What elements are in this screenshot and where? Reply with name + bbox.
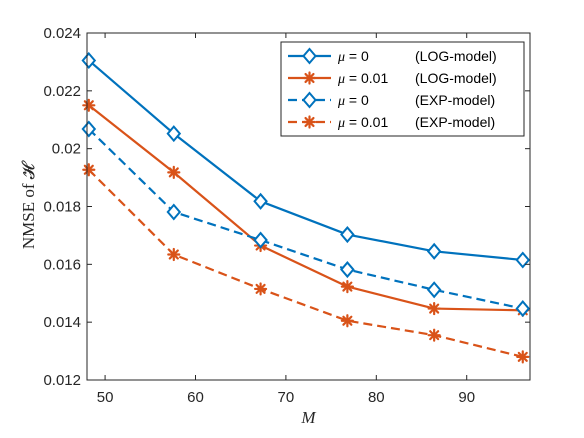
legend-entry: μ = 0 (LOG-model) — [288, 47, 497, 65]
series-3 — [81, 120, 531, 318]
legend-marker — [302, 115, 317, 129]
series-line — [88, 168, 524, 358]
legend-label: μ = 0.01 — [337, 114, 388, 131]
y-tick-label: 0.024 — [43, 25, 81, 42]
asterisk-stroke — [429, 303, 440, 314]
x-axis-title: M — [300, 408, 316, 427]
asterisk-stroke — [255, 283, 266, 294]
data-point — [515, 300, 531, 318]
legend-model: (EXP-model) — [415, 92, 495, 108]
data-point — [427, 328, 441, 342]
asterisk-stroke — [83, 100, 94, 111]
data-point — [81, 120, 97, 138]
series-4 — [82, 163, 530, 364]
plot-area — [81, 51, 531, 364]
y-tick-label: 0.02 — [52, 141, 81, 158]
asterisk-stroke — [517, 351, 528, 362]
asterisk-stroke — [168, 167, 179, 178]
data-point — [426, 242, 442, 260]
asterisk-stroke — [304, 116, 315, 128]
legend-entry: μ = 0 (EXP-model) — [288, 91, 495, 109]
data-point — [515, 251, 531, 269]
legend: μ = 0 (LOG-model)μ = 0.01 (LOG-model)μ = 0… — [280, 41, 525, 137]
data-point — [516, 350, 530, 364]
y-tick-label: 0.018 — [43, 199, 81, 216]
series-line — [88, 59, 523, 262]
series-line — [88, 128, 523, 310]
y-tick-label: 0.014 — [43, 314, 81, 331]
data-point — [81, 51, 97, 70]
x-tick-label: 90 — [458, 389, 475, 406]
x-tick-label: 80 — [368, 389, 385, 406]
axis-ticks: 50 60 70 80 90 0.012 0.014 0.016 0.018 0.02 0.022 0… — [43, 25, 530, 406]
legend-marker — [302, 91, 317, 109]
legend-label: μ = 0.01 — [337, 70, 388, 87]
legend-marker — [302, 71, 317, 85]
data-point — [253, 231, 268, 249]
series-line — [88, 104, 523, 312]
data-point — [340, 279, 354, 294]
asterisk-stroke — [342, 281, 353, 292]
legend-entry: μ = 0.01 (LOG-model) — [288, 70, 497, 87]
y-tick-label: 0.016 — [43, 256, 81, 273]
legend-model: (LOG-model) — [415, 70, 497, 86]
data-point — [82, 163, 96, 177]
legend-entry: μ = 0.01 (EXP-model) — [288, 114, 495, 131]
data-point — [166, 203, 182, 221]
data-point — [340, 226, 355, 244]
legend-label: μ = 0 — [337, 48, 369, 65]
data-point — [166, 125, 182, 143]
legend-box — [280, 41, 525, 137]
legend-model: (LOG-model) — [415, 48, 497, 64]
asterisk-stroke — [429, 330, 440, 341]
x-tick-label: 70 — [278, 389, 295, 406]
data-point — [340, 261, 355, 279]
data-point — [167, 165, 181, 179]
legend-marker — [302, 47, 317, 65]
legend-label: μ = 0 — [337, 92, 369, 109]
asterisk-stroke — [83, 164, 94, 175]
data-point — [253, 192, 268, 210]
data-point — [253, 282, 268, 296]
asterisk-stroke — [304, 72, 315, 84]
data-point — [82, 98, 96, 112]
asterisk-stroke — [168, 249, 179, 260]
data-point — [340, 314, 354, 328]
asterisk-stroke — [342, 315, 353, 326]
x-tick-label: 60 — [187, 389, 204, 406]
data-point — [426, 281, 442, 299]
y-axis-title: NMSE of 𝓗 — [19, 160, 38, 249]
x-tick-label: 50 — [97, 389, 114, 406]
legend-model: (EXP-model) — [415, 114, 495, 130]
y-tick-label: 0.022 — [43, 83, 81, 100]
data-point — [427, 301, 441, 316]
y-tick-label: 0.012 — [43, 372, 81, 389]
data-point — [167, 247, 181, 262]
series-1 — [81, 51, 531, 269]
